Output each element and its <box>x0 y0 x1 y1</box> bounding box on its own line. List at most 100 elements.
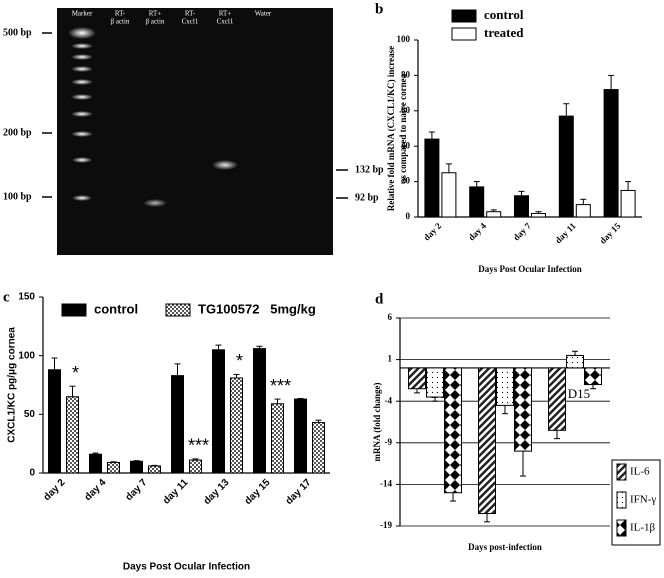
bar <box>312 422 325 474</box>
error-bar <box>274 398 281 404</box>
y-tick-label: -19 <box>380 520 392 530</box>
bar <box>294 398 307 474</box>
band <box>143 199 167 207</box>
y-tick-label: -4 <box>385 395 393 405</box>
bar <box>271 403 284 474</box>
lane-label: β actin <box>146 18 165 26</box>
bar <box>514 195 529 218</box>
bar <box>603 89 619 218</box>
error-bar <box>554 430 560 440</box>
legend-label: treated <box>484 25 524 40</box>
y-axis-label: CXCL1/KC pg/μg cornea <box>7 327 18 443</box>
annotation: *** <box>188 436 209 456</box>
x-tick-label: day 7 <box>124 477 150 503</box>
lane-label: Cxcl1 <box>217 18 234 26</box>
lane-label: Marker <box>72 10 93 18</box>
bar <box>566 354 584 369</box>
error-bar <box>110 461 117 463</box>
y-tick-label: 100 <box>397 34 411 44</box>
y-tick-label: 20 <box>401 176 411 186</box>
x-tick-label: day 4 <box>466 220 488 242</box>
y-tick-label: 80 <box>401 69 411 79</box>
error-bar <box>428 131 435 140</box>
error-bar <box>414 388 420 394</box>
x-axis-label: Days post-infection <box>468 542 542 552</box>
bar <box>426 367 444 398</box>
bar <box>444 367 462 494</box>
x-tick-label: day 13 <box>202 477 232 507</box>
error-bar <box>233 373 240 378</box>
legend-label: control <box>94 301 138 316</box>
x-tick-label: day 7 <box>511 220 533 242</box>
error-bar <box>580 198 587 205</box>
legend-swatch <box>616 491 627 509</box>
x-tick-label: day 2 <box>42 477 68 503</box>
y-tick-label: 60 <box>401 105 411 115</box>
error-bar <box>133 460 140 462</box>
error-bar <box>315 419 322 423</box>
x-axis-label: Days Post Ocular Infection <box>123 562 250 573</box>
panel-letter: b <box>375 1 383 17</box>
annotation: *** <box>270 376 291 396</box>
error-bar <box>625 181 632 191</box>
x-tick-label: day 15 <box>598 220 623 245</box>
lane-label: β actin <box>111 18 130 26</box>
y-tick-label: -14 <box>380 478 392 488</box>
error-bar <box>192 458 199 461</box>
bar <box>48 369 61 474</box>
size-marker: 132 bp <box>355 164 384 175</box>
y-tick-label: 100 <box>18 350 35 361</box>
x-tick-label: D15 <box>568 386 590 401</box>
bar <box>584 367 602 386</box>
y-tick-label: 0 <box>29 468 35 479</box>
y-tick-label: 40 <box>401 140 411 150</box>
error-bar <box>174 363 181 376</box>
size-marker: 100 bp <box>3 191 32 202</box>
y-axis-label: Relative fold mRNA (CXCL1/KC) increase <box>386 46 396 211</box>
bar <box>620 189 636 218</box>
error-bar <box>590 384 596 390</box>
lane-label: RT+ <box>219 10 232 18</box>
x-tick-label: day 4 <box>83 477 109 503</box>
bar <box>253 348 266 474</box>
y-tick-label: 1 <box>388 354 393 364</box>
bar <box>441 172 457 218</box>
bar <box>107 461 120 474</box>
bar <box>66 396 79 474</box>
bar <box>575 204 591 218</box>
bar <box>212 349 225 474</box>
legend-swatch <box>451 9 477 23</box>
bar <box>469 186 485 218</box>
error-bar <box>151 464 158 466</box>
x-axis-label: Days Post Ocular Infection <box>478 264 582 274</box>
bar <box>408 367 426 390</box>
size-marker: 500 bp <box>3 27 32 38</box>
bar <box>548 367 566 431</box>
bar <box>514 367 532 452</box>
error-bar <box>473 181 480 187</box>
lane-label: Water <box>255 10 272 18</box>
x-tick-label: day 11 <box>553 220 578 245</box>
x-tick-label: day 11 <box>161 477 191 507</box>
size-marker: 92 bp <box>355 192 379 203</box>
error-bar <box>484 513 490 523</box>
lane-label: RT+ <box>149 10 162 18</box>
error-bar <box>215 344 222 350</box>
y-axis-label: mRNA (fold change) <box>372 383 382 462</box>
legend-swatch <box>165 303 191 317</box>
annotation: * <box>72 363 79 383</box>
x-tick-label: day 2 <box>422 220 444 242</box>
legend-label: IL-1β <box>630 522 656 534</box>
error-bar <box>297 397 304 400</box>
y-tick-label: -9 <box>385 437 393 447</box>
bar <box>148 465 161 474</box>
panel-letter: d <box>375 291 384 307</box>
band <box>212 160 238 170</box>
legend-label: IL-6 <box>630 466 650 478</box>
error-bar <box>51 357 58 370</box>
legend-swatch <box>451 27 477 41</box>
bar <box>424 138 440 218</box>
bar <box>478 367 496 515</box>
